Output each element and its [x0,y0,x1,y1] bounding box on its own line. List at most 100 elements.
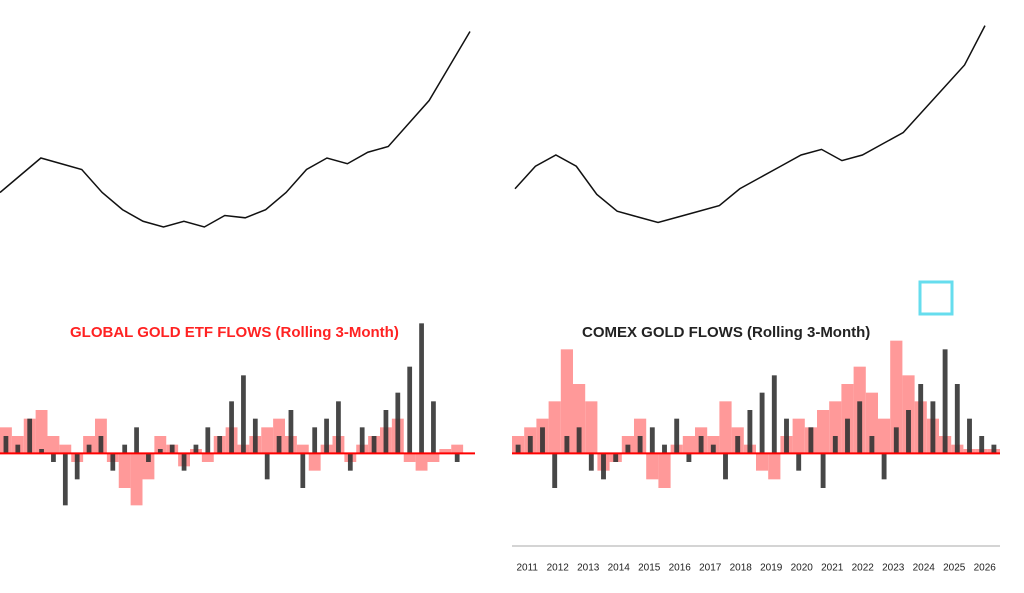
flow-bar [419,323,424,454]
flow-bar [3,436,9,454]
flow-bar [906,410,911,454]
flow-bar [296,444,309,454]
flow-bar [134,427,139,454]
x-tick-label: 2019 [760,563,783,574]
flow-bar [792,418,805,454]
flow-bar [86,444,92,454]
flow-bar [431,401,436,454]
flow-bar [552,453,558,488]
flow-bar [817,410,830,454]
flow-bar [723,453,728,480]
highlight-box [918,280,954,316]
x-tick-label: 2021 [821,563,844,574]
flow-bar [832,436,838,454]
flow-bar [142,453,155,480]
chart-title: GLOBAL GOLD ETF FLOWS (Rolling 3-Month) [70,324,399,341]
flow-bar [62,453,68,506]
flow-bar [118,453,131,488]
flow-bar [674,418,680,454]
flow-bar [881,453,887,480]
x-tick-label: 2024 [913,563,936,574]
flow-bar [662,444,667,454]
flow-bar [768,453,781,480]
flow-bar [39,449,44,454]
price-line [0,31,471,228]
flow-bar [395,392,401,454]
flow-bar [637,436,643,454]
flow-bar [869,436,875,454]
flow-bar [347,453,353,471]
flow-bar [865,392,878,454]
flow-bar [427,453,440,462]
flow-bar [686,453,692,462]
flow-bar [893,427,899,454]
flow-bar [747,410,753,454]
flow-bar [312,427,318,454]
flow-bar [451,444,464,454]
flow-bar [796,453,802,471]
flow-bar [564,436,570,454]
flow-bar [878,418,891,454]
flow-bar [548,401,561,454]
flow-bar [979,436,985,454]
flow-bar [300,453,306,488]
x-tick-label: 2023 [882,563,905,574]
flow-bar [276,436,282,454]
flow-bar [954,384,960,454]
flow-bar [682,436,695,454]
flow-bar [359,427,365,454]
flow-bar [110,453,116,471]
flow-bar [264,453,270,480]
flow-bar [241,375,246,454]
flow-bar [756,453,769,471]
flow-bar [51,453,56,462]
flow-bar [146,453,151,462]
flow-bar [74,453,80,480]
flow-bar [27,418,33,454]
flow-bar [576,427,582,454]
flow-bar [205,427,211,454]
flow-bar [942,349,948,454]
x-tick-label: 2025 [943,563,966,574]
x-tick-label: 2012 [547,563,570,574]
flow-bar [308,453,321,471]
x-tick-label: 2018 [730,563,753,574]
flow-bar [154,436,167,454]
flow-bar [829,401,842,454]
flow-bar [613,453,619,462]
flow-bar [288,410,294,454]
flow-bar [439,449,452,454]
flow-bar [573,384,586,454]
x-tick-label: 2026 [974,563,997,574]
flow-bar [719,401,732,454]
flow-bar [98,436,104,454]
flow-bar [540,427,545,454]
flow-bar [649,427,655,454]
flow-bar [201,453,214,462]
flow-bar [47,436,60,454]
flow-bar [157,449,163,454]
flow-bar [217,436,223,454]
flow-bar [710,444,716,454]
x-tick-label: 2022 [852,563,875,574]
flow-bar [252,418,258,454]
flow-bar [991,444,997,454]
x-tick-label: 2016 [669,563,692,574]
flow-bar [415,453,428,471]
flow-bar [181,453,187,471]
flow-bar [784,418,789,454]
flow-bar [646,453,659,480]
flow-bar [967,418,972,454]
flow-bar [759,392,765,454]
flow-bar [407,366,413,454]
x-tick-label: 2014 [608,563,631,574]
flow-bar [193,444,199,454]
x-tick-label: 2020 [791,563,814,574]
flow-bar [658,453,671,488]
flow-bar [771,375,777,454]
flow-bar [625,444,631,454]
flow-bar [560,349,573,454]
flow-bar [588,453,594,471]
flow-bar [698,436,704,454]
